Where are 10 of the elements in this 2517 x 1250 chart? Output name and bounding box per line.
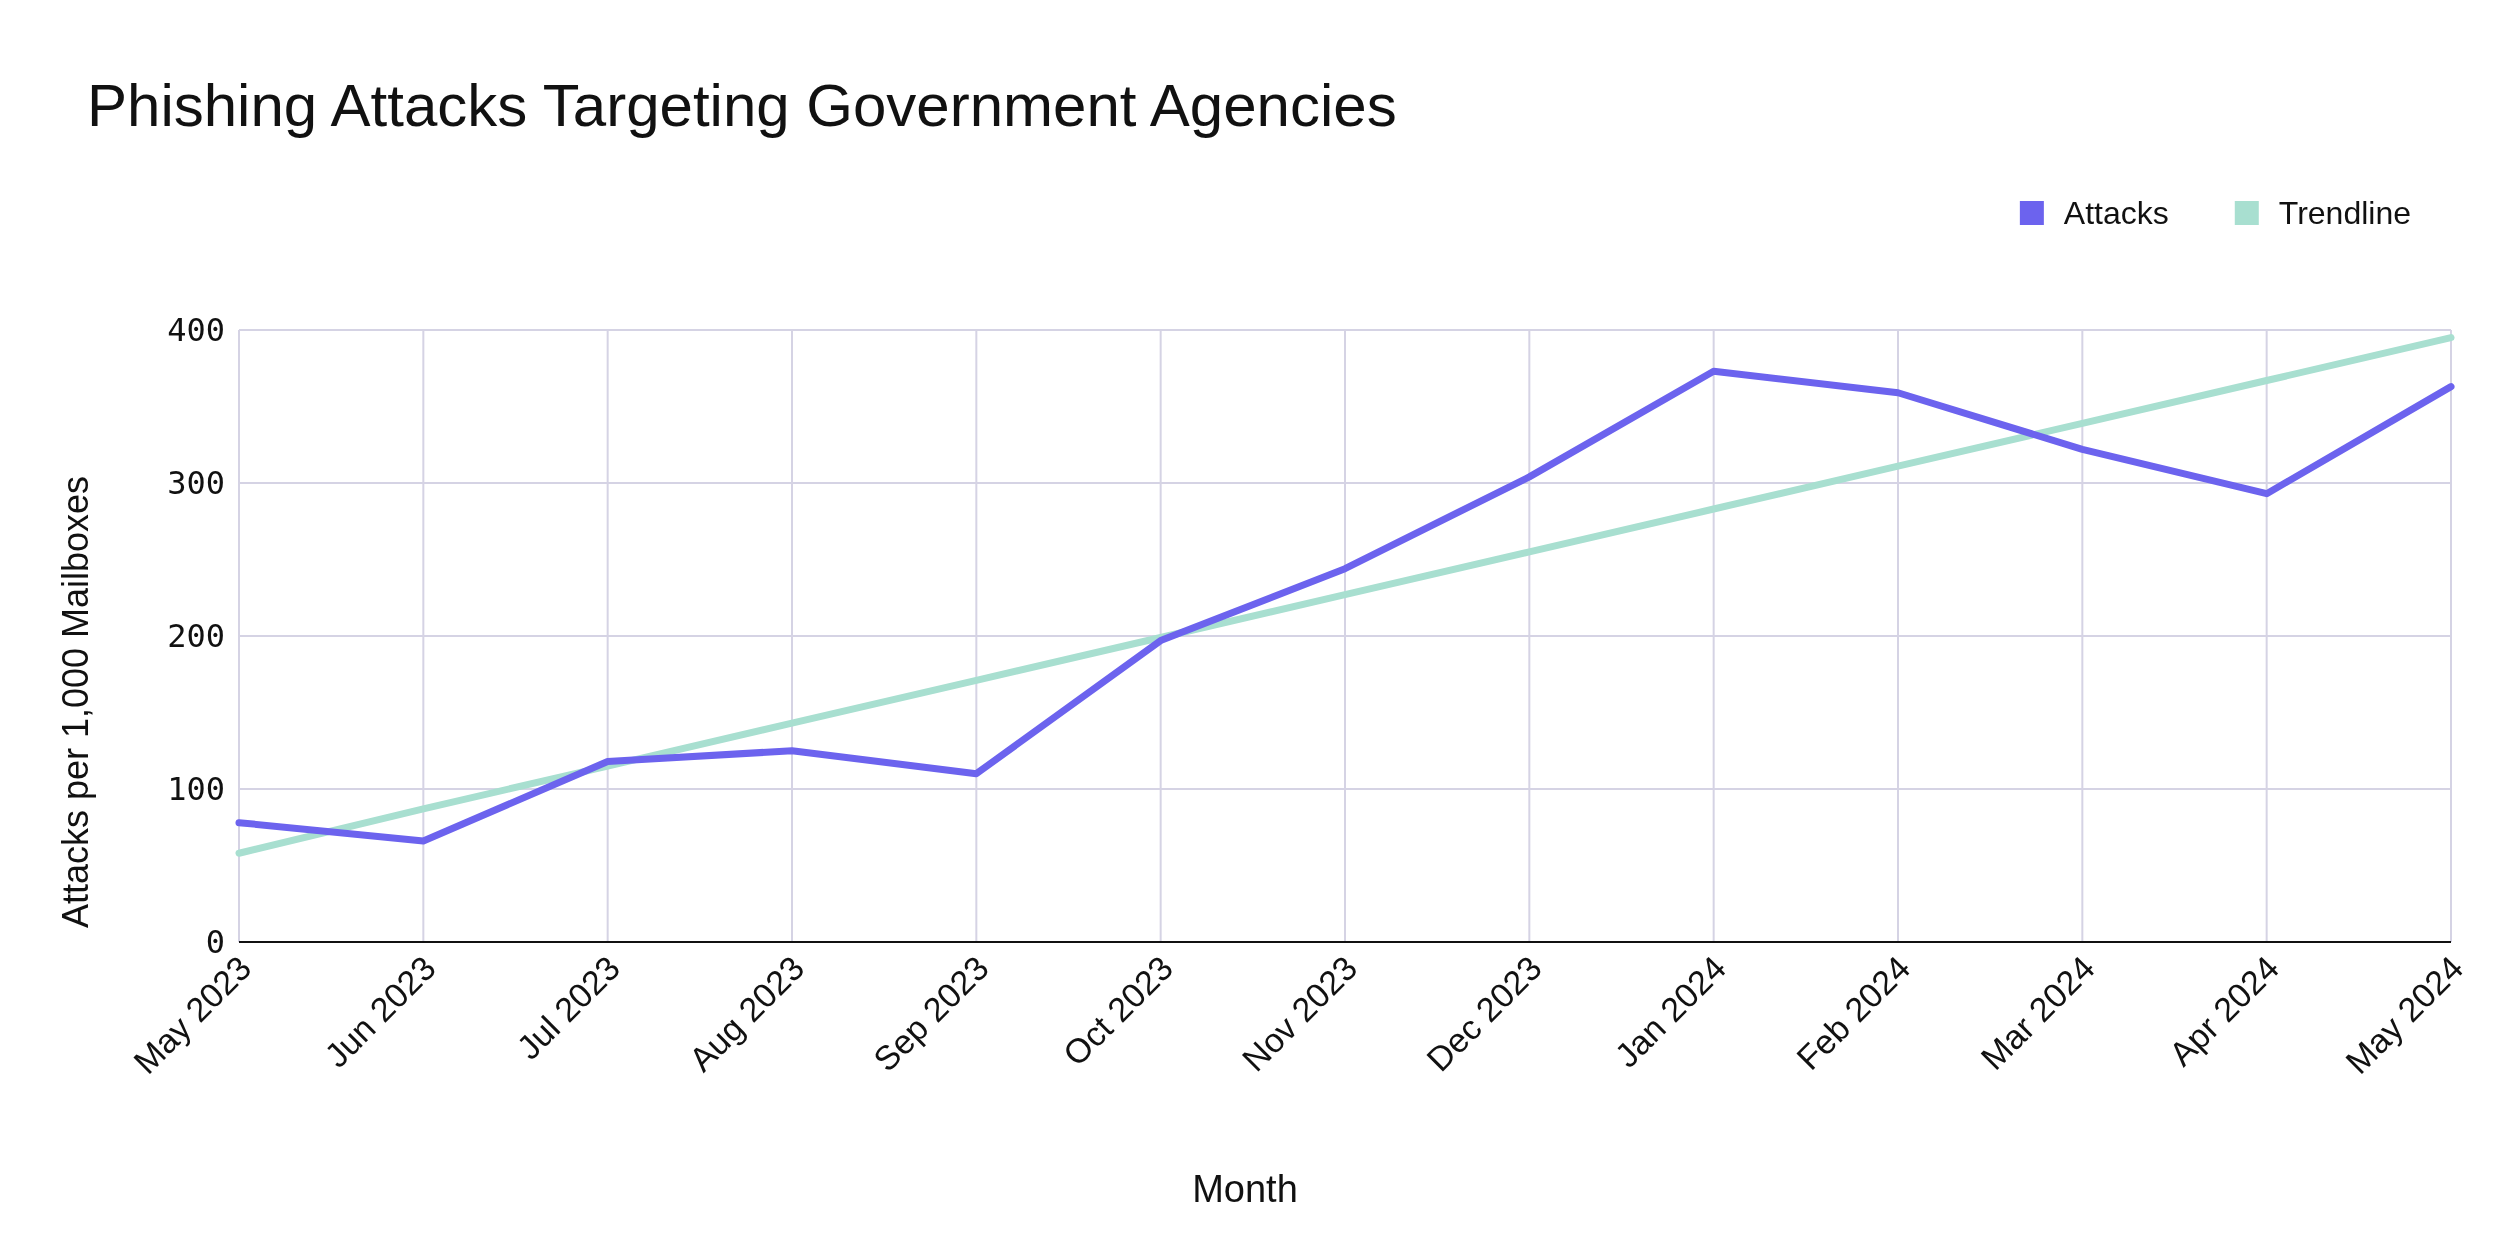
x-axis-title: Month	[1192, 1168, 1298, 1210]
legend-label: Trendline	[2278, 195, 2411, 231]
y-axis-title: Attacks per 1,000 Mailboxes	[54, 475, 96, 929]
y-tick-label: 400	[167, 310, 225, 349]
y-tick-label: 100	[167, 769, 225, 808]
y-tick-label: 300	[167, 463, 225, 502]
y-tick-label: 0	[205, 922, 225, 961]
legend-label: Attacks	[2063, 195, 2169, 231]
chart-title: Phishing Attacks Targeting Government Agencies	[87, 72, 1397, 139]
y-tick-label: 200	[167, 616, 225, 655]
